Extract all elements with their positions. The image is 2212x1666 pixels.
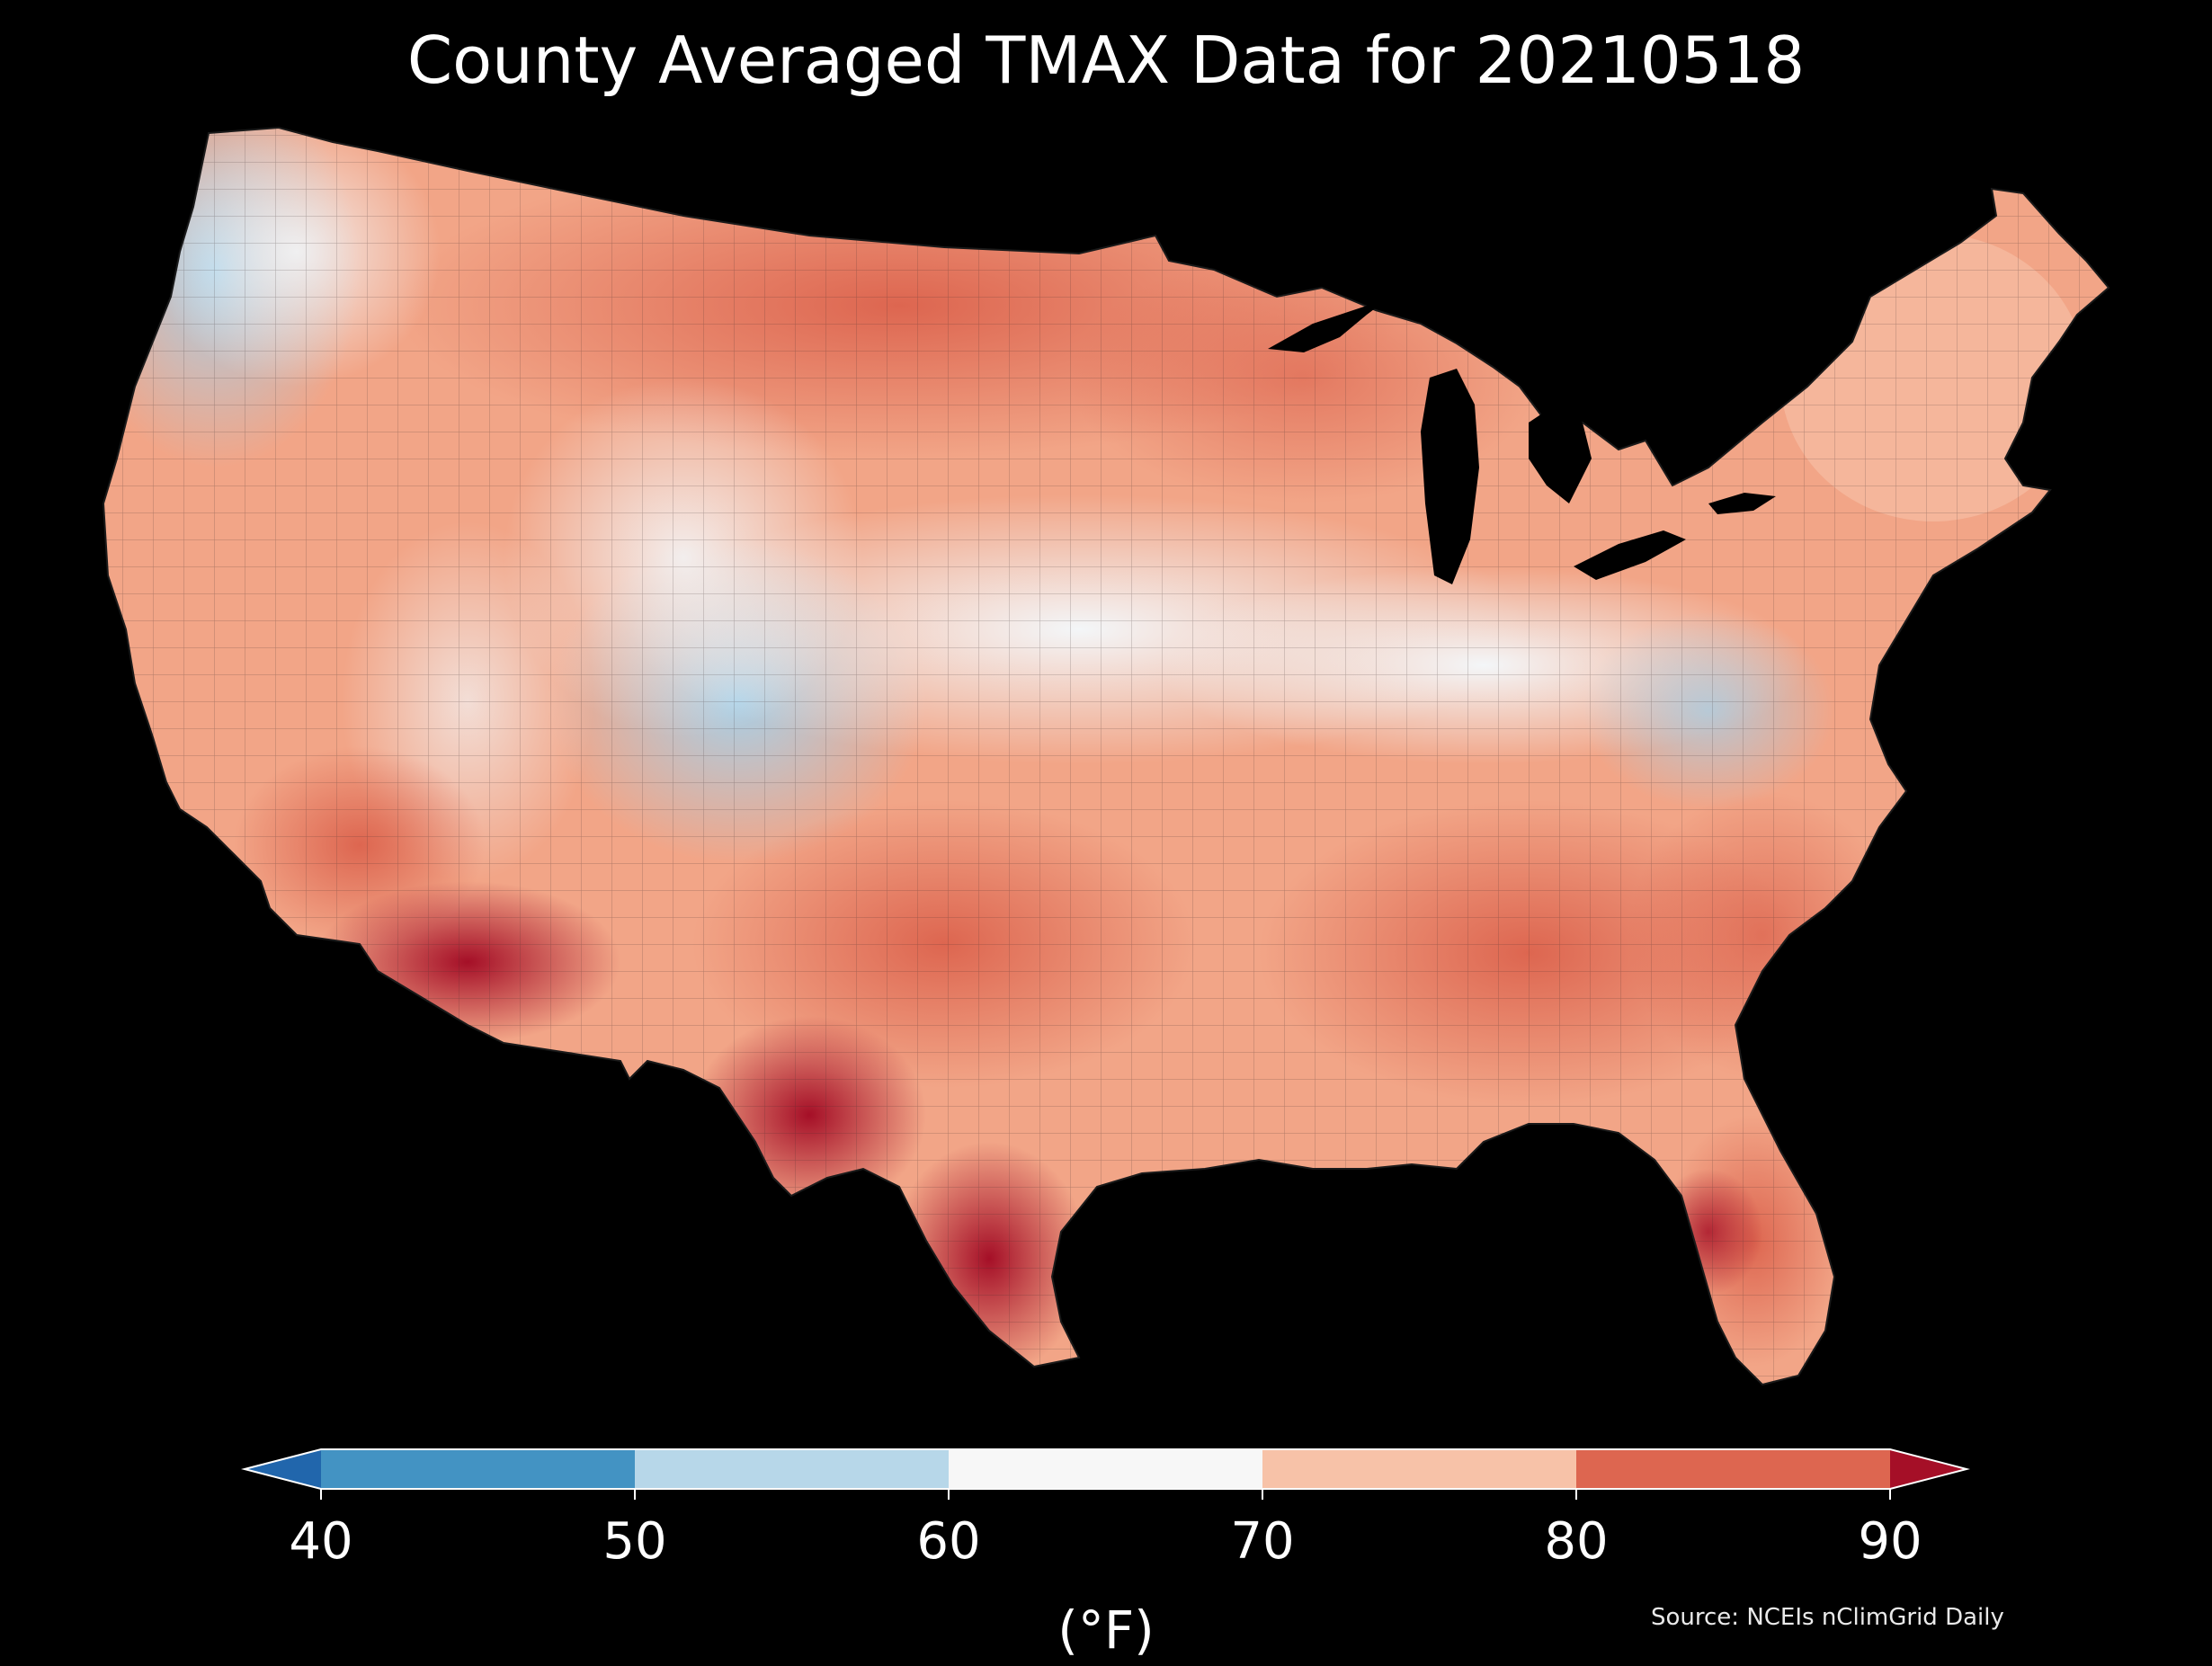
tick-label-90: 90 xyxy=(1858,1512,1922,1571)
tick-label-50: 50 xyxy=(602,1512,667,1571)
colorbar-under-arrow xyxy=(245,1449,321,1489)
tick-label-60: 60 xyxy=(916,1512,981,1571)
colorbar-band-50-60 xyxy=(635,1449,950,1489)
lake-ontario xyxy=(1708,493,1776,514)
map-title: County Averaged TMAX Data for 20210518 xyxy=(406,22,1806,98)
colorbar-unit-label: (°F) xyxy=(1057,1599,1155,1661)
colorbar xyxy=(241,1448,1970,1500)
colorbar-band-80-90 xyxy=(1576,1449,1891,1489)
tick-label-70: 70 xyxy=(1230,1512,1295,1571)
tick-label-40: 40 xyxy=(289,1512,353,1571)
lake-huron xyxy=(1529,405,1592,503)
us-county-map xyxy=(102,126,2110,1386)
colorbar-band-60-70 xyxy=(949,1449,1263,1489)
source-note: Source: NCEIs nClimGrid Daily xyxy=(1651,1604,2004,1631)
county-fill-layer xyxy=(103,128,2109,1385)
colorbar-band-70-80 xyxy=(1262,1449,1577,1489)
lake-superior xyxy=(1268,288,1403,352)
colorbar-over-arrow xyxy=(1890,1449,1967,1489)
lake-michigan xyxy=(1421,369,1479,584)
great-lakes xyxy=(1268,288,1776,584)
lake-erie xyxy=(1574,530,1686,580)
colorbar-band-40-50 xyxy=(321,1449,636,1489)
tick-label-80: 80 xyxy=(1544,1512,1609,1571)
